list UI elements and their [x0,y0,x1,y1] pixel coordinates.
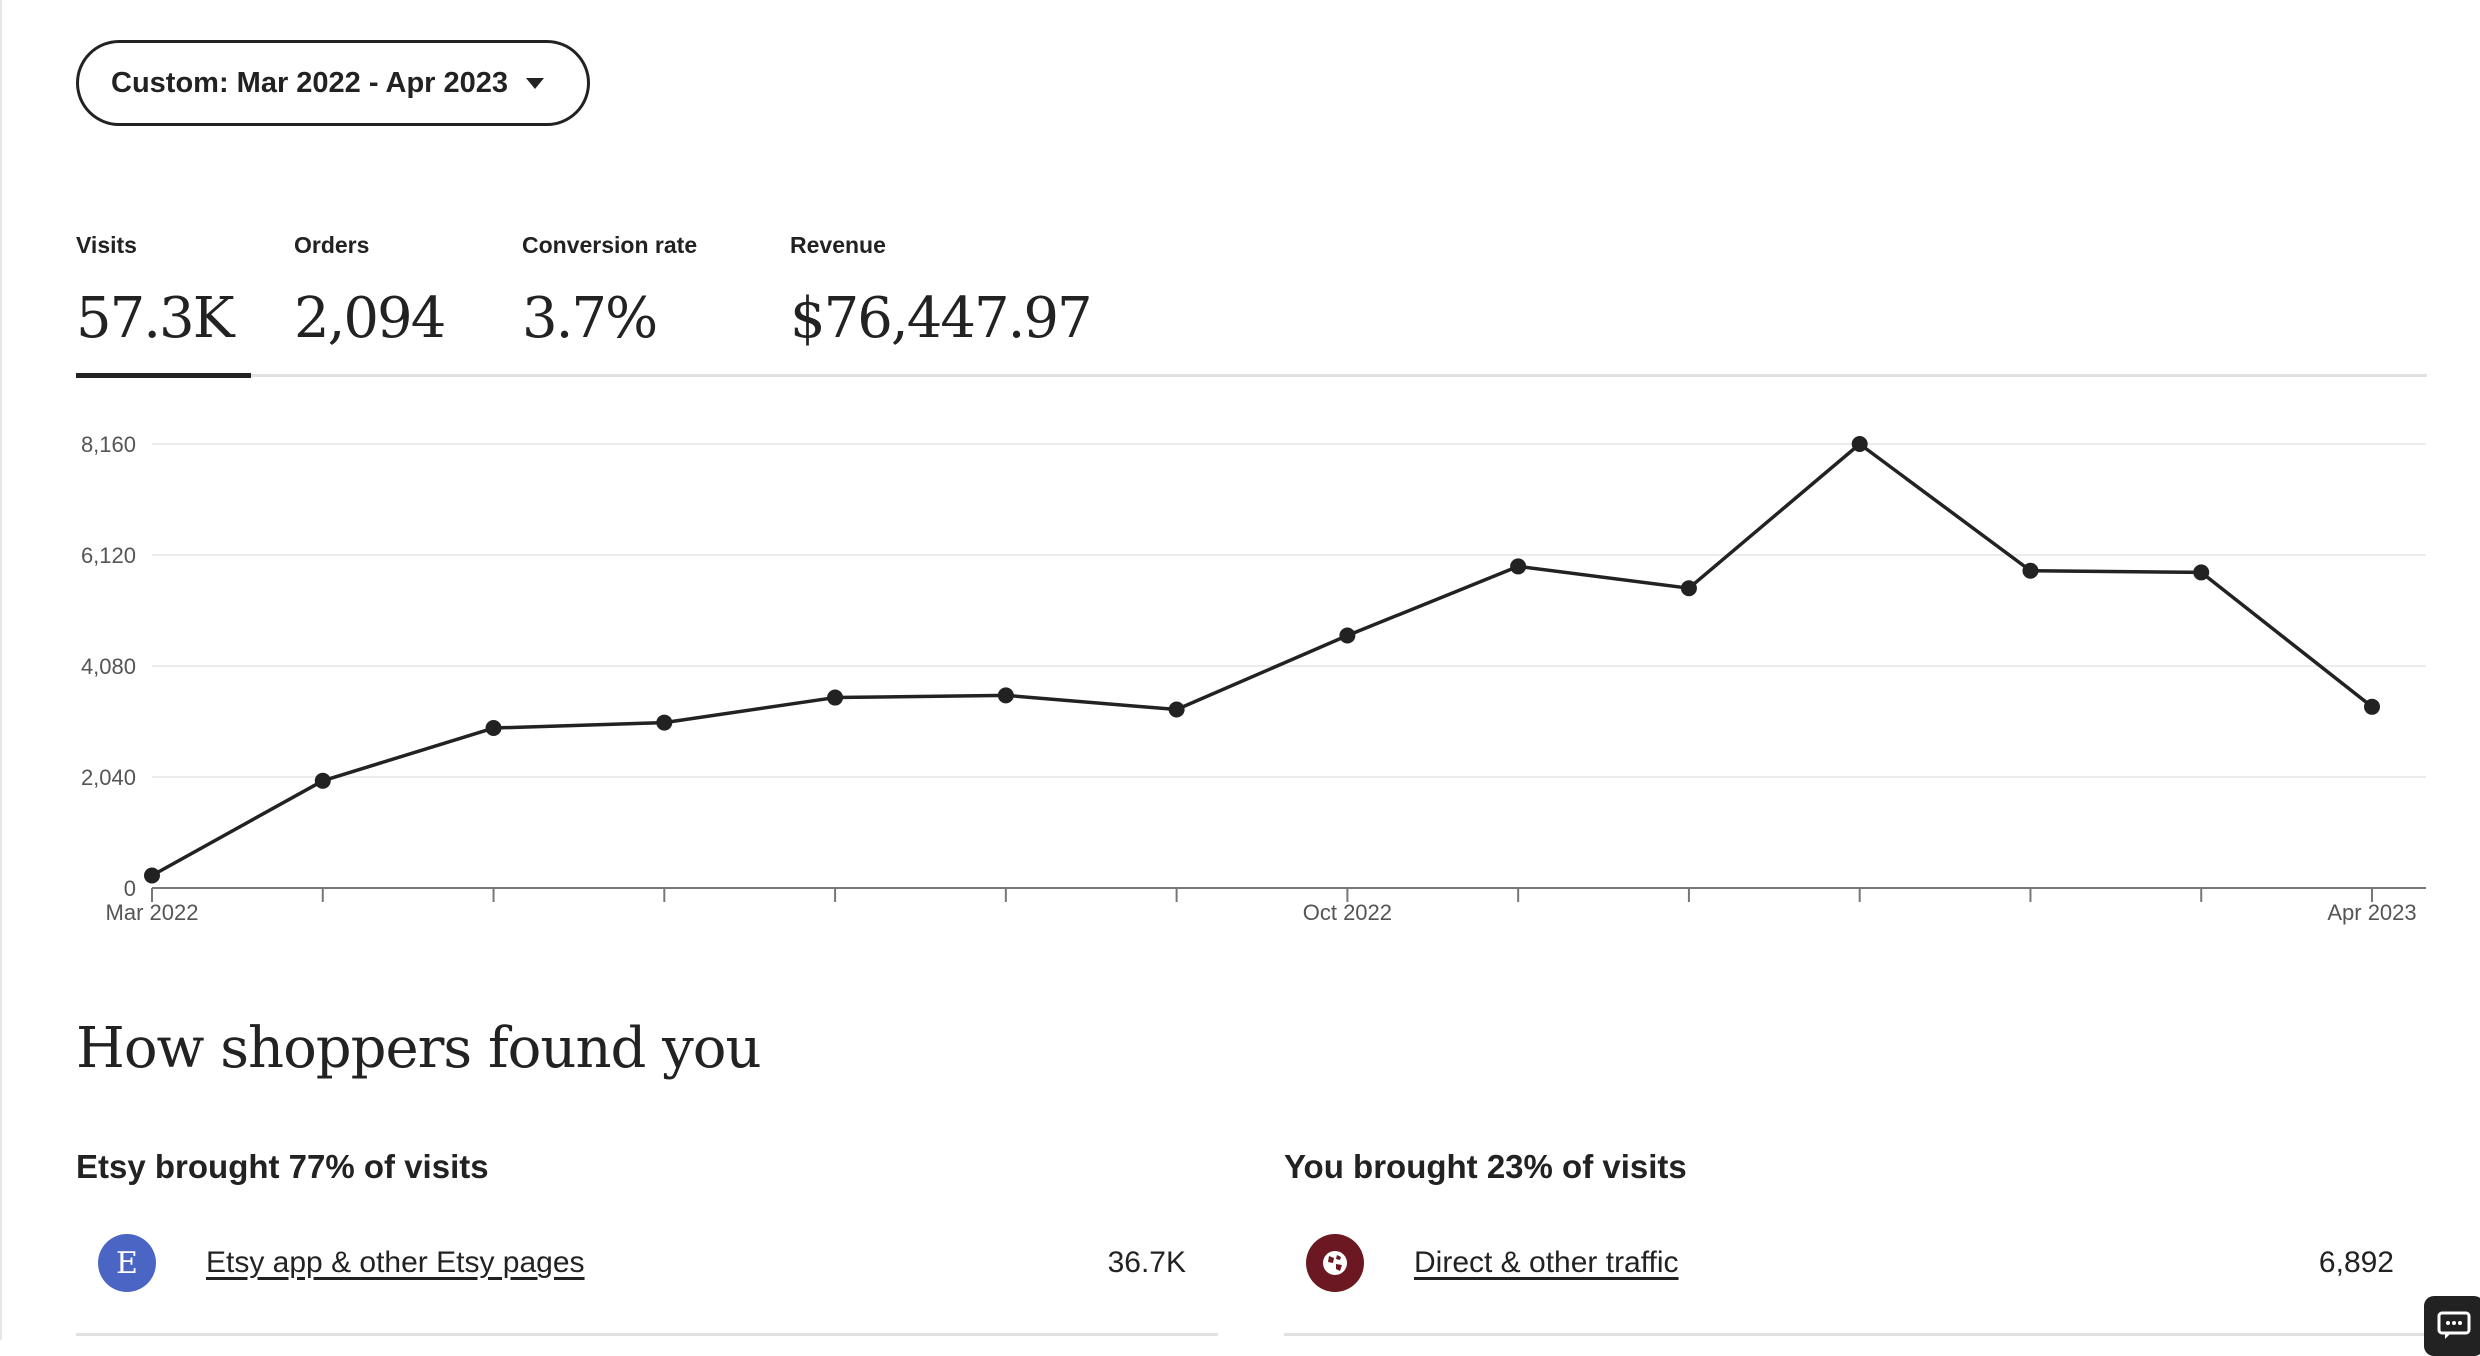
etsy-visits-heading: Etsy brought 77% of visits [76,1148,489,1185]
stat-tab-conversion-rate[interactable]: Conversion rate 3.7% [522,232,698,351]
etsy-logo-letter: E [116,1245,138,1281]
date-range-label: Custom: Mar 2022 - Apr 2023 [111,66,509,99]
stat-label: Visits [76,232,137,258]
x-tick-label: Mar 2022 [106,900,199,925]
data-point [1851,436,1868,452]
date-range-dropdown[interactable]: Custom: Mar 2022 - Apr 2023 [76,40,590,126]
data-point [2364,698,2380,715]
data-point [485,720,502,737]
data-point [2022,562,2039,579]
y-tick-label: 8,160 [81,432,136,457]
data-point [144,867,160,884]
traffic-source-row: Direct & other traffic 6,892 [1284,1226,2426,1336]
stat-value: 57.3K [76,286,235,351]
etsy-pages-link[interactable]: Etsy app & other Etsy pages [206,1246,585,1279]
stat-tab-orders[interactable]: Orders 2,094 [294,232,446,351]
data-point [2193,564,2210,581]
stat-tab-revenue[interactable]: Revenue $76,447.97 [790,232,1093,351]
data-point [1339,627,1356,644]
x-tick-label: Oct 2022 [1303,900,1392,925]
data-point [997,687,1014,704]
traffic-source-row: E Etsy app & other Etsy pages 36.7K [76,1226,1218,1336]
stat-value: 2,094 [294,286,446,351]
y-tick-label: 4,080 [81,654,136,679]
y-tick-label: 2,040 [81,765,136,790]
data-point [827,689,844,706]
globe-icon [1306,1234,1364,1292]
visits-line-chart: 0 2,040 4,080 6,120 8,160 Mar 2022 Oct 2022 Apr… [81,432,2426,925]
stat-label: Conversion rate [522,232,698,258]
y-tick-label: 6,120 [81,543,136,568]
stat-value: 3.7% [522,286,658,351]
data-point [1168,701,1185,718]
stat-tab-visits[interactable]: Visits 57.3K [76,232,235,351]
etsy-logo-icon: E [98,1234,156,1292]
feedback-chat-button[interactable] [2424,1296,2480,1356]
section-title: How shoppers found you [76,1016,762,1081]
page-edge [0,0,2,1340]
selected-tab-indicator [76,373,251,378]
visits-series-line [151,442,2374,878]
data-point [1510,558,1527,575]
caret-down-icon [526,77,545,89]
stat-label: Orders [294,232,370,258]
direct-traffic-link[interactable]: Direct & other traffic [1414,1246,1679,1279]
data-point [314,772,331,789]
data-point [1680,580,1697,597]
y-tick-label: 0 [124,876,136,901]
you-visits-heading: You brought 23% of visits [1284,1148,1687,1185]
data-point [656,714,673,731]
tabs-divider [76,374,2427,377]
x-tick-label: Apr 2023 [2327,900,2416,925]
etsy-pages-count: 36.7K [1107,1246,1186,1279]
stat-label: Revenue [790,232,886,258]
chat-icon [2437,1311,2471,1339]
direct-traffic-count: 6,892 [2318,1246,2394,1279]
stat-value: $76,447.97 [790,286,1093,351]
